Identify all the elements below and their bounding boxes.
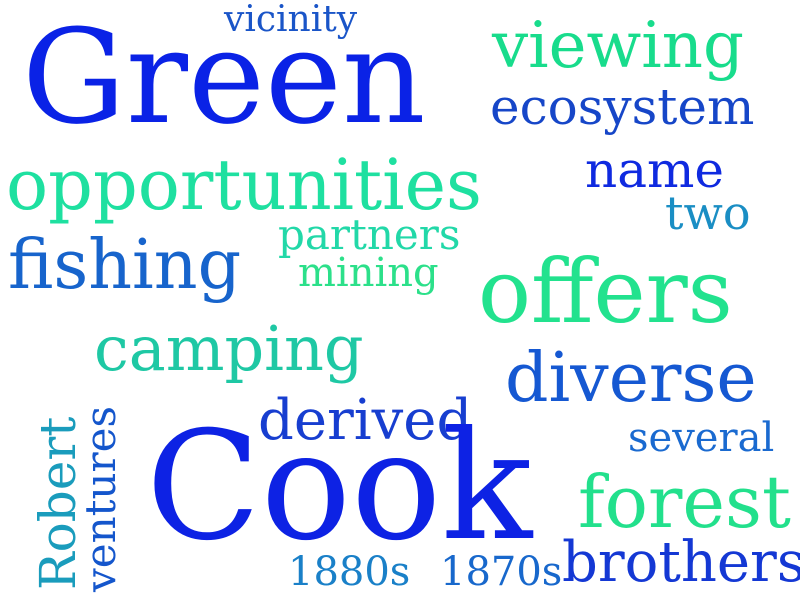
word-camping: camping [94, 312, 364, 385]
word-several: several [628, 415, 775, 461]
word-name: name [585, 141, 725, 199]
word-1870s: 1870s [440, 549, 563, 595]
word-brothers: brothers [562, 530, 800, 595]
word-green: Green [22, 1, 426, 153]
word-cook: Cook [146, 400, 533, 574]
word-opportunities: opportunities [6, 144, 482, 226]
word-1880s: 1880s [288, 549, 411, 595]
word-offers: offers [478, 240, 733, 343]
word-ecosystem: ecosystem [490, 78, 755, 136]
word-partners: partners [278, 210, 461, 259]
word-mining: mining [298, 250, 439, 296]
word-diverse: diverse [505, 339, 757, 418]
word-two: two [665, 186, 751, 240]
word-fishing: fishing [8, 226, 242, 305]
word-derived: derived [258, 388, 473, 453]
word-forest: forest [578, 460, 791, 544]
word-ventures: ventures [76, 405, 125, 592]
word-viewing: viewing [492, 9, 744, 83]
word-vicinity: vicinity [224, 0, 358, 40]
